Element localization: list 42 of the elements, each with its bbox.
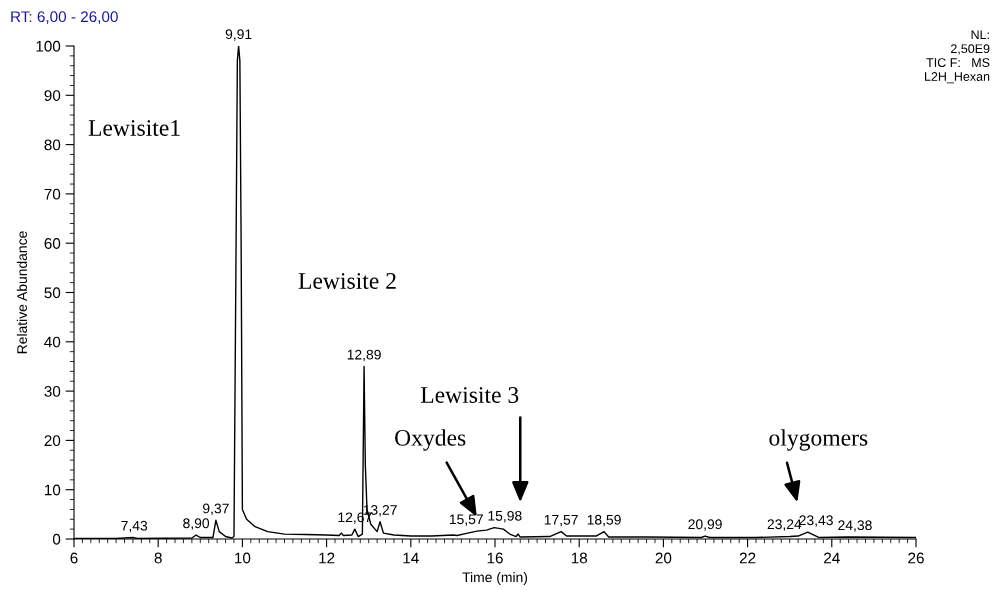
- annotation: Lewisite 3: [420, 387, 519, 403]
- x-tick-label: 24: [824, 552, 840, 564]
- annotation: Lewisite1: [88, 120, 180, 136]
- y-tick-label: 40: [44, 336, 61, 348]
- y-tick-label: 90: [44, 90, 61, 101]
- annotation: 9,37: [203, 503, 229, 515]
- annotation: 18,59: [587, 514, 621, 527]
- annotation: Lewisite 2: [298, 273, 396, 289]
- x-tick-label: 26: [908, 552, 924, 564]
- x-axis-title: Time (min): [462, 571, 528, 585]
- x-tick-label: 20: [655, 552, 672, 564]
- annotation: 9,91: [225, 29, 252, 41]
- annotation: 15,57: [449, 514, 483, 526]
- y-tick-label: 10: [44, 484, 61, 496]
- annotation: 17,57: [544, 515, 578, 527]
- y-tick-label: 50: [44, 287, 61, 299]
- x-tick-label: 8: [154, 552, 162, 564]
- y-tick-label: 100: [36, 40, 61, 52]
- annotation: 8,90: [183, 518, 210, 530]
- x-tick-label: 16: [487, 552, 503, 564]
- y-tick-label: 0: [52, 533, 61, 545]
- x-tick-label: 12: [319, 552, 335, 564]
- y-tick-label: 20: [44, 435, 61, 447]
- text: RT: 6,00 - 26,00: [11, 11, 118, 24]
- x-tick-label: 22: [739, 552, 756, 564]
- annotation: 24,38: [838, 520, 872, 532]
- y-tick-label: 60: [44, 238, 61, 249]
- x-tick-label: 10: [235, 552, 251, 564]
- y-tick-label: 80: [44, 139, 61, 151]
- y-tick-label: 30: [44, 385, 61, 397]
- text: NL: 2,50E9 TIC F: MS L2H_Hexan: [925, 30, 990, 84]
- y-tick-label: 70: [44, 188, 61, 200]
- x-tick-label: 18: [571, 552, 588, 564]
- annotation: 7,43: [121, 520, 148, 533]
- x-tick-label: 6: [70, 552, 78, 564]
- y-axis-title: Relative Abundance: [16, 231, 28, 354]
- annotation: 12,89: [347, 349, 381, 362]
- annotation: 15,98: [488, 510, 522, 523]
- x-tick-label: 14: [403, 552, 419, 564]
- annotation: 20,99: [688, 519, 722, 531]
- annotation: Oxydes: [395, 429, 466, 451]
- annotation: olygomers: [769, 429, 868, 451]
